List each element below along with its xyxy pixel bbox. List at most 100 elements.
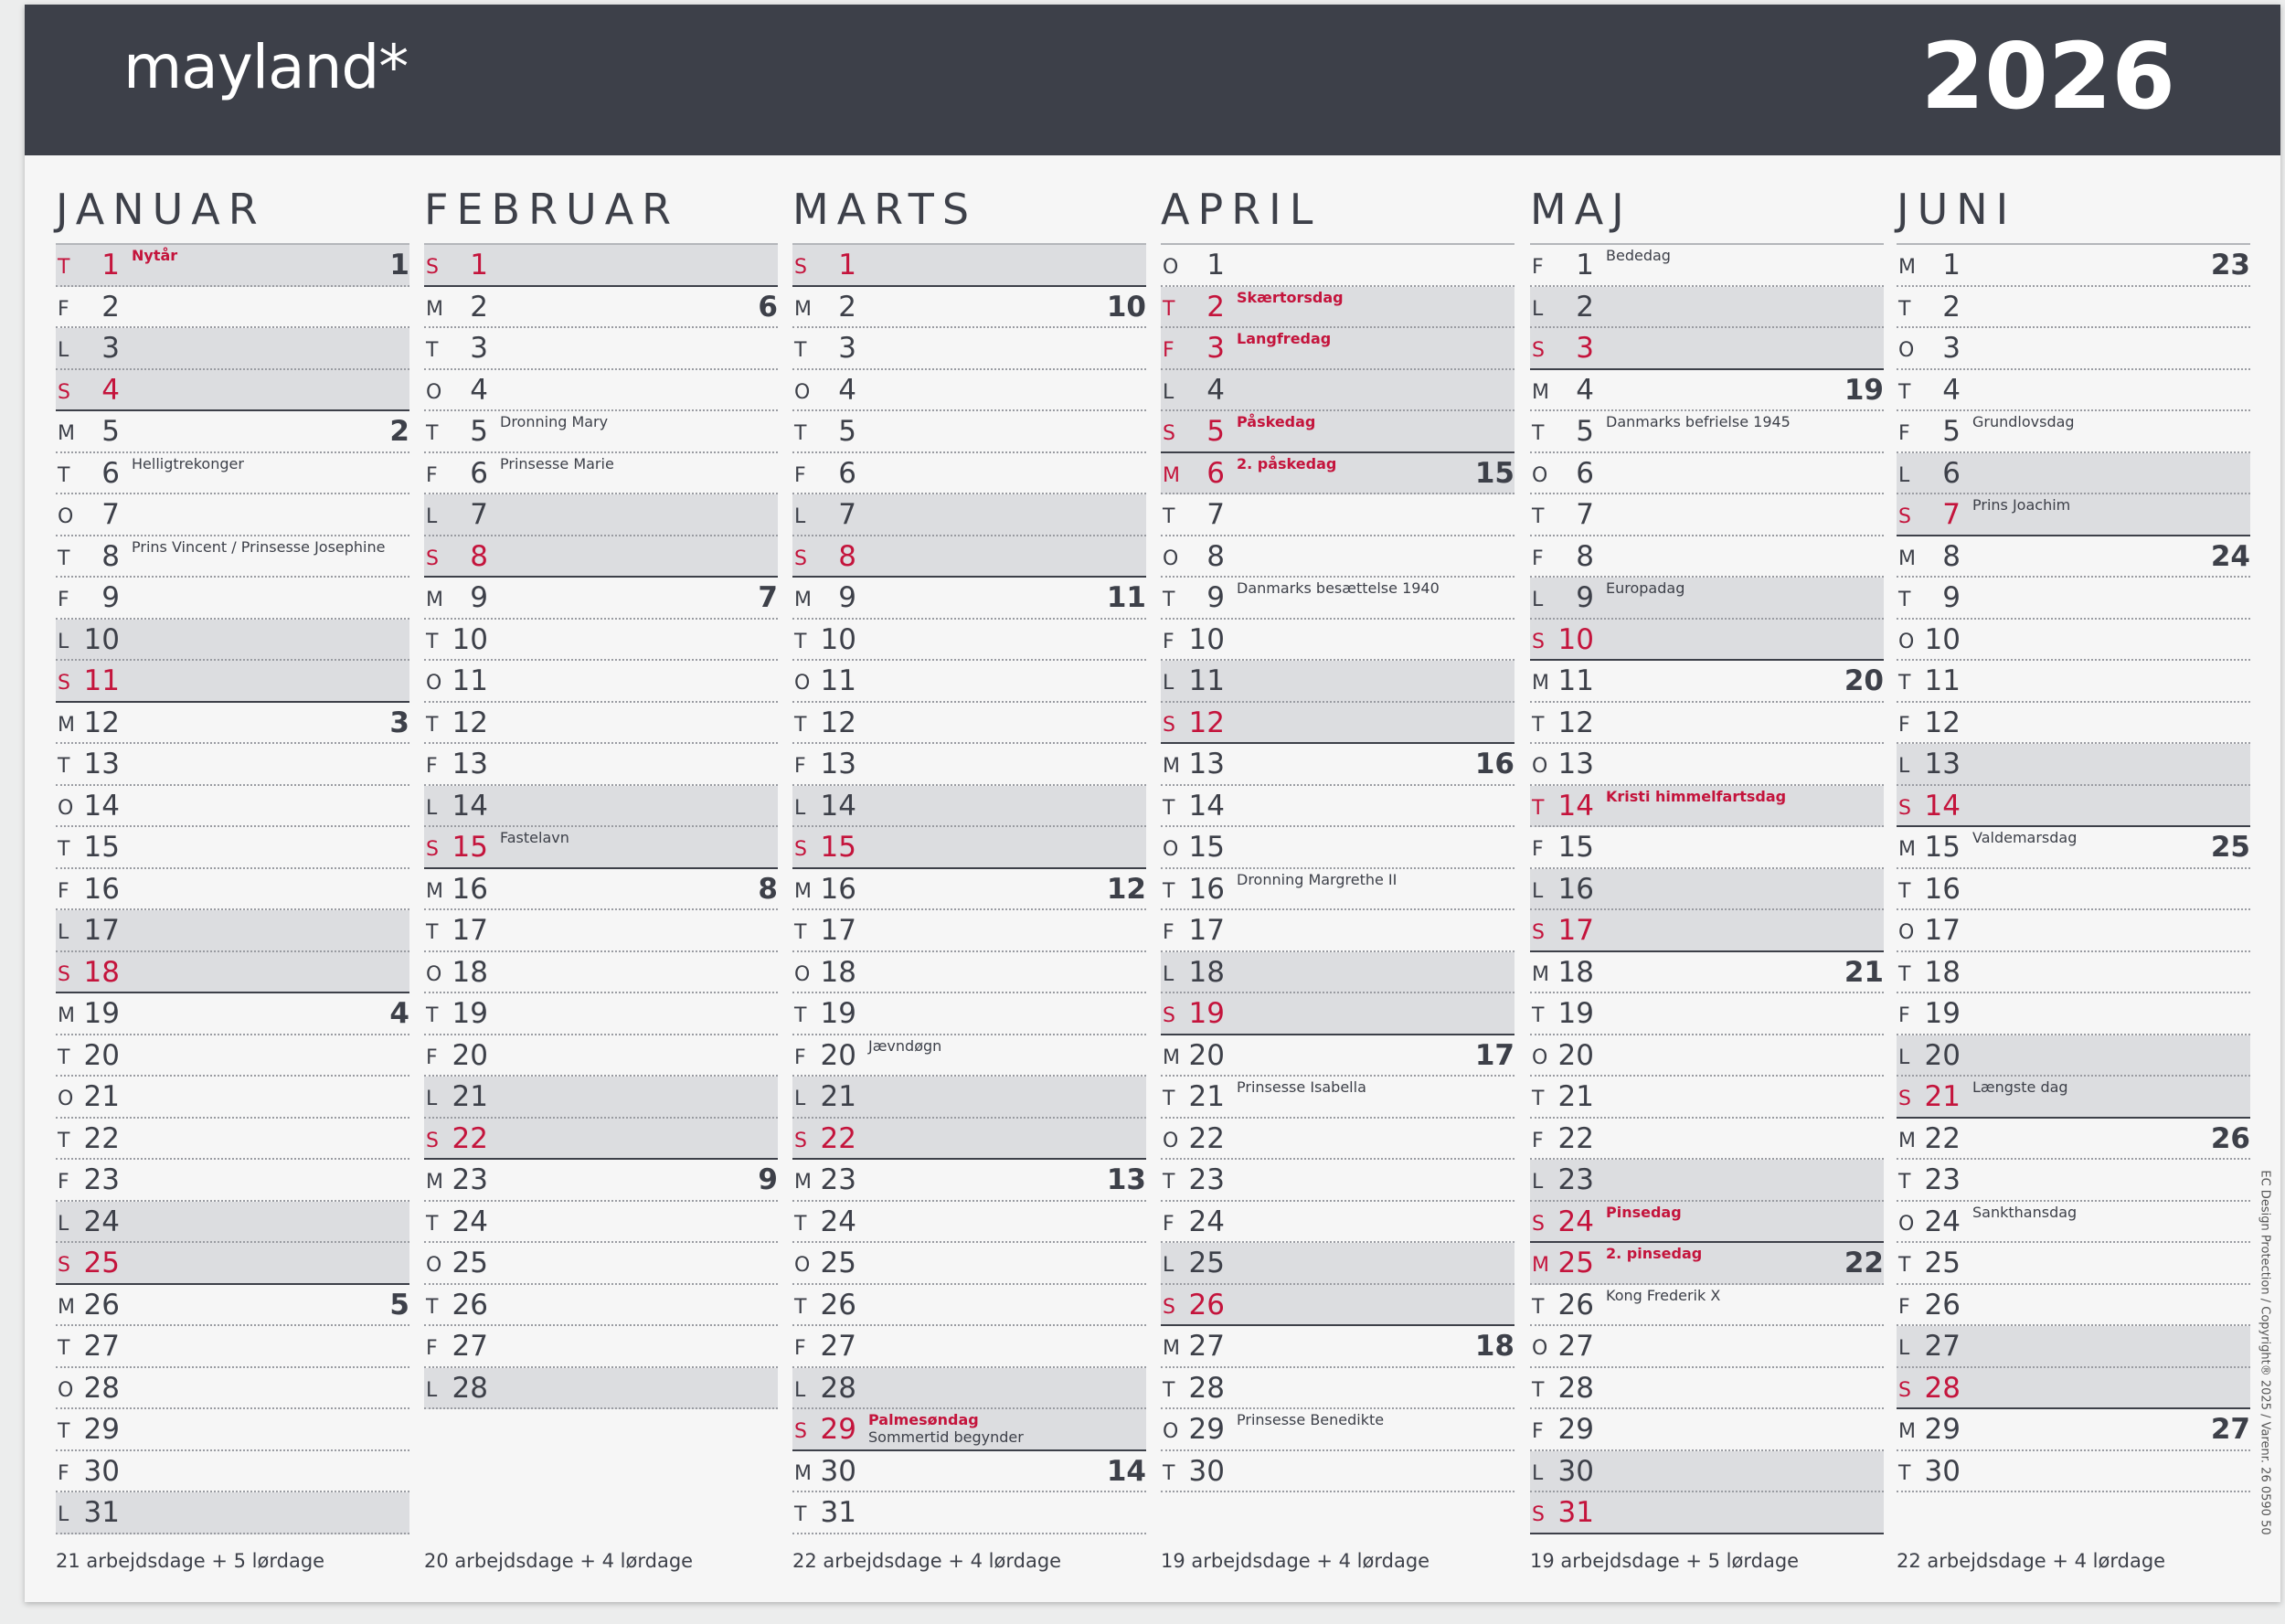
day-row — [792, 494, 1146, 536]
day-row — [1897, 1451, 2250, 1492]
day-row — [1530, 1326, 1884, 1368]
day-number: 15 — [1557, 831, 1594, 864]
day-number: 21 — [83, 1080, 120, 1113]
day-number: 22 — [1557, 1121, 1594, 1155]
day-number: 16 — [83, 872, 120, 906]
day-number: 18 — [83, 955, 120, 989]
weekday: L — [1898, 1046, 1910, 1069]
weekday: F — [794, 1337, 806, 1360]
day-number: 30 — [1188, 1454, 1225, 1488]
day-row — [424, 494, 778, 536]
day-note: Prinsesse Marie — [500, 454, 614, 472]
day-row — [792, 703, 1146, 744]
day-row — [424, 328, 778, 370]
day-row — [424, 1243, 778, 1285]
weekday: M — [1898, 256, 1916, 279]
weekday: T — [1163, 1461, 1175, 1485]
weekday: O — [58, 1378, 74, 1402]
day-row — [424, 1367, 778, 1409]
weekday: O — [58, 505, 74, 528]
day-number: 9 — [838, 581, 856, 614]
day-row — [792, 1160, 1146, 1202]
day-number: 22 — [1924, 1121, 1961, 1155]
day-number: 23 — [820, 1163, 856, 1196]
week-number: 4 — [389, 997, 409, 1030]
weekday: T — [426, 1295, 439, 1319]
day-row — [1530, 578, 1884, 620]
day-number: 16 — [452, 872, 488, 906]
day-row-red — [1897, 1367, 2250, 1409]
weekday: O — [1532, 755, 1548, 778]
weekday: F — [1898, 422, 1910, 445]
weekday: L — [58, 921, 69, 944]
day-note: 2. pinsedag — [1606, 1245, 1703, 1262]
day-row-red — [56, 369, 409, 411]
day-number: 9 — [470, 581, 488, 614]
day-row — [1897, 536, 2250, 578]
day-row — [792, 744, 1146, 786]
day-note: Helligtrekonger — [132, 454, 244, 472]
day-row — [1897, 827, 2250, 869]
day-row — [56, 1119, 409, 1160]
day-row — [1530, 1077, 1884, 1119]
weekday: F — [426, 755, 438, 778]
weekday: T — [1163, 1088, 1175, 1110]
day-note: 2. påskedag — [1237, 454, 1337, 472]
day-row — [1530, 1035, 1884, 1077]
day-number: 26 — [820, 1288, 856, 1321]
month-name: JUNI — [1897, 185, 2017, 234]
day-number: 13 — [83, 748, 120, 780]
day-number: 14 — [1188, 789, 1225, 823]
weekday: M — [1163, 1046, 1180, 1069]
weekday: F — [58, 1461, 69, 1485]
weekday: F — [426, 1337, 438, 1360]
weekday: T — [58, 1129, 70, 1152]
day-row — [792, 1326, 1146, 1368]
day-row — [1161, 494, 1514, 536]
day-row — [1161, 869, 1514, 910]
day-row — [56, 1409, 409, 1451]
day-row — [424, 703, 778, 744]
weekday: S — [1163, 713, 1175, 737]
day-row — [1161, 1077, 1514, 1119]
day-row — [792, 910, 1146, 952]
weekday: S — [1898, 1378, 1911, 1402]
day-row — [792, 952, 1146, 993]
day-row — [1530, 1285, 1884, 1326]
day-number: 8 — [1576, 539, 1594, 573]
day-row-red — [1161, 411, 1514, 453]
weekday: T — [1898, 1254, 1911, 1277]
day-number: 27 — [452, 1330, 488, 1363]
day-number: 29 — [1188, 1413, 1225, 1446]
weekday: L — [58, 339, 69, 362]
day-row — [1530, 993, 1884, 1035]
weekday: O — [426, 962, 442, 986]
weekday: L — [1898, 463, 1910, 487]
day-number: 11 — [452, 664, 488, 697]
weekday: O — [794, 1254, 811, 1277]
day-number: 14 — [83, 789, 120, 823]
weekday: M — [1163, 1337, 1180, 1360]
weekday: O — [58, 796, 74, 820]
day-number: 25 — [1924, 1247, 1961, 1279]
weekday: T — [426, 339, 439, 362]
day-row — [1897, 744, 2250, 786]
day-number: 16 — [1924, 872, 1961, 906]
weekday: M — [1163, 463, 1180, 487]
day-row — [792, 411, 1146, 453]
day-number: 1 — [838, 249, 856, 281]
weekday: S — [426, 838, 439, 861]
day-number: 27 — [83, 1330, 120, 1363]
day-row — [424, 411, 778, 453]
day-row-red — [1897, 494, 2250, 536]
day-note: Påskedag — [1237, 413, 1316, 430]
day-number: 30 — [820, 1454, 856, 1488]
day-row — [1897, 1160, 2250, 1202]
day-row — [56, 744, 409, 786]
day-row-red — [792, 827, 1146, 869]
weekday: F — [58, 589, 69, 611]
day-row — [56, 1492, 409, 1534]
day-number: 28 — [452, 1371, 488, 1405]
weekday: F — [1898, 1295, 1910, 1319]
day-number: 21 — [452, 1080, 488, 1113]
